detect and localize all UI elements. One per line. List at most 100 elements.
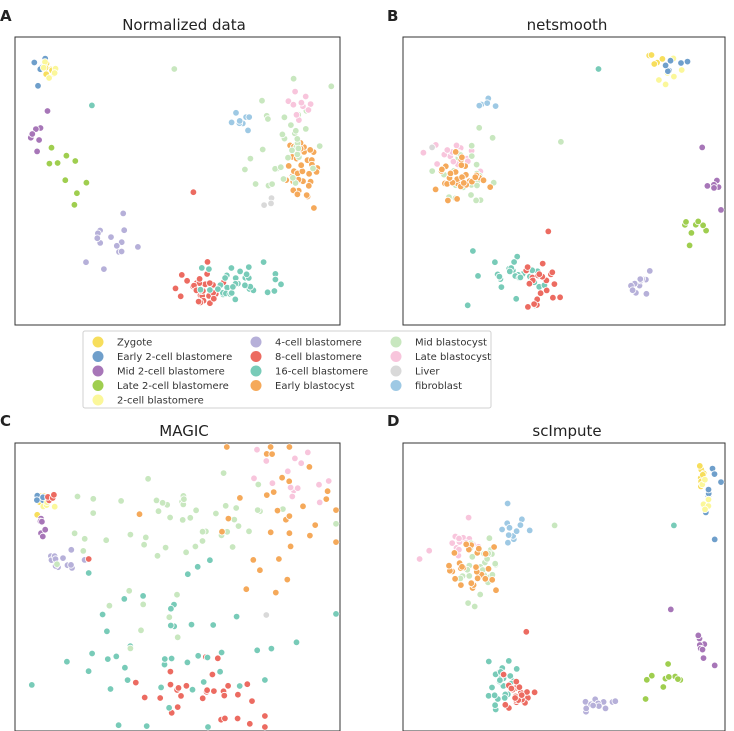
scatter-point [174,684,183,692]
scatter-point [98,610,107,619]
legend-label: Mid blastocyst [415,338,487,349]
scatter-point [488,134,497,142]
scatter-point [167,605,175,613]
scatter-point [687,229,696,237]
scatter-point [291,454,299,463]
scatter-point [703,182,712,190]
scatter-point [683,57,692,66]
scatter-point [170,65,178,73]
scatter-point [263,288,272,296]
scatter-point [474,272,482,280]
legend-label: 8-cell blastomere [275,352,362,363]
scatter-point [316,498,324,507]
legend-marker [92,394,104,406]
scatter-point [711,535,719,544]
scatter-point [464,513,473,522]
legend-marker [250,351,262,362]
scatter-point [232,109,240,117]
scatter-point [206,286,214,294]
scatter-point [206,556,214,564]
scatter-point [165,613,173,621]
scatter-point [223,443,231,451]
scatter-point [266,443,275,451]
scatter-point [82,258,90,266]
legend-label: fibroblast [415,381,462,392]
scatter-point [589,701,597,710]
legend-marker [92,336,104,348]
scatter-point [284,467,292,475]
scatter-point [126,530,135,539]
scatter-point [549,294,557,302]
scatter-point [233,714,242,723]
scatter-point [323,487,332,495]
scatter-point [246,720,254,728]
scatter-point [465,572,473,580]
scatter-point [315,481,323,489]
scatter-points [27,54,335,307]
scatter-point [524,303,532,311]
scatter-point [462,540,470,548]
scatter-point [636,275,644,283]
scatter-point [498,525,506,534]
scatter-point [701,505,709,514]
scatter-point [511,694,519,702]
scatter-point [82,178,91,187]
scatter-point [289,74,298,83]
scatter-point [256,566,264,574]
scatter-point [523,263,532,271]
scatter-point [513,665,521,673]
legend-entry: Zygote [92,336,152,349]
scatter-point [205,265,213,273]
scatter-point [694,631,702,640]
scatter-point [259,145,267,154]
scatter-point [451,575,459,583]
scatter-point [490,691,499,699]
panel-b: B netsmooth [387,7,726,326]
scatter-point [182,548,190,556]
scatter-point [505,531,513,539]
scatter-point [305,182,313,190]
scatter-point [332,520,340,528]
scatter-point [221,274,229,282]
scatter-point [507,684,516,693]
scatter-point [332,538,340,546]
scatter-point [648,672,656,680]
scatter-point [302,125,310,133]
scatter-point [457,161,466,169]
scatter-point [140,693,149,702]
scatter-point [261,723,269,731]
scatter-point [270,488,278,496]
scatter-point [191,542,200,551]
scatter-point [460,179,468,187]
scatter-point [455,534,463,543]
scatter-point [292,638,301,646]
scatter-point [120,226,128,234]
scatter-point [289,174,297,182]
legend-entry: Early blastocyst [250,380,355,392]
scatter-point [193,563,202,571]
scatter-point [154,507,163,515]
legend-entry: Liver [390,365,440,378]
scatter-point [39,532,47,541]
scatter-point [488,683,496,692]
scatter-point [302,92,310,101]
scatter-point [178,516,187,524]
scatter-point [203,686,211,694]
scatter-point [119,209,127,218]
scatter-point [186,514,194,522]
scatter-point [183,277,191,285]
scatter-point [194,652,202,660]
scatter-point [242,585,250,593]
scatter-point [198,528,207,536]
scatter-point [699,221,707,229]
legend-marker [390,380,402,391]
scatter-point [550,280,559,288]
scatter-point [267,644,276,653]
scatter-point [486,183,494,191]
scatter-point [89,495,97,503]
scatter-point [297,98,306,107]
legend-entry: Late blastocyst [390,351,491,363]
scatter-point [158,499,167,507]
scatter-point [283,575,291,584]
